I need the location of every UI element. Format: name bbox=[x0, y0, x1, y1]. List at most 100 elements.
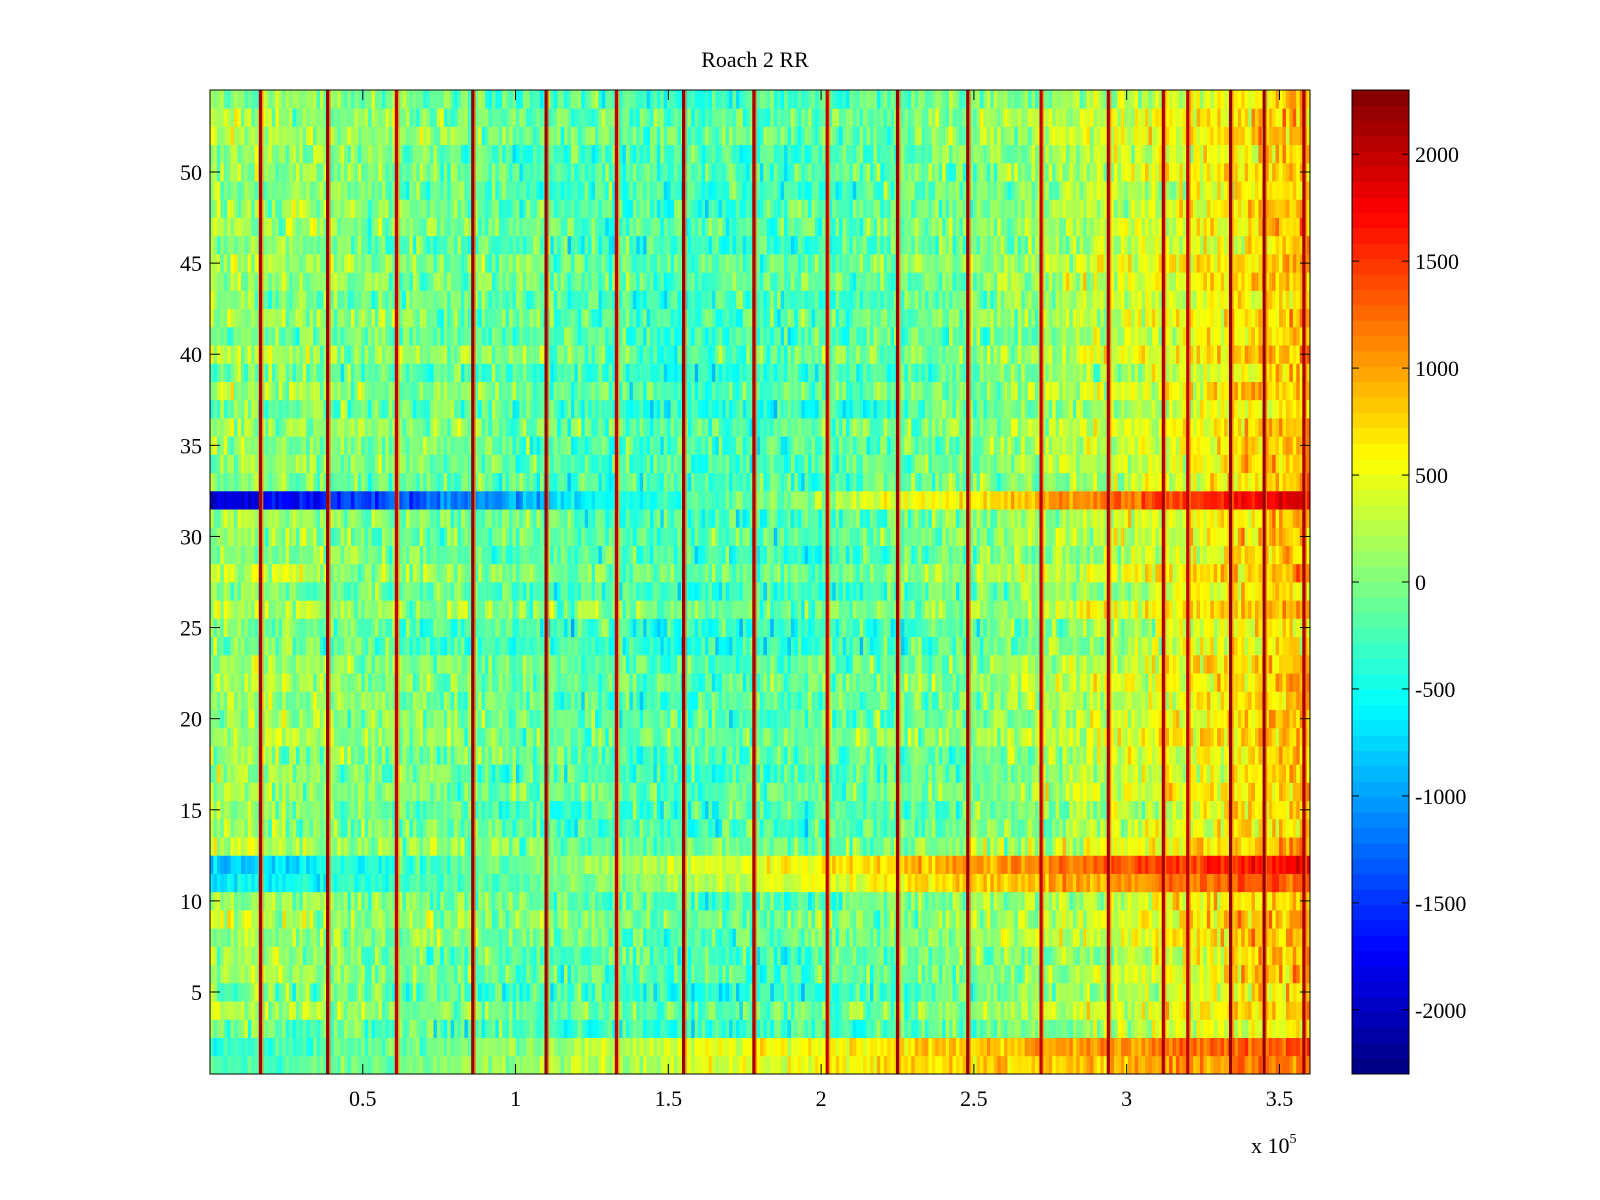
heatmap-cell bbox=[1299, 964, 1304, 984]
heatmap-cell bbox=[509, 873, 513, 893]
heatmap-cell bbox=[361, 910, 366, 929]
heatmap-cell bbox=[1014, 873, 1019, 893]
heatmap-cell bbox=[460, 891, 465, 911]
heatmap-cell bbox=[333, 982, 338, 1002]
heatmap-cell bbox=[227, 946, 232, 966]
heatmap-cell bbox=[344, 1055, 348, 1075]
heatmap-cell bbox=[1131, 946, 1136, 966]
heatmap-cell bbox=[935, 1019, 940, 1038]
heatmap-cell bbox=[299, 837, 304, 856]
heatmap-cell bbox=[344, 837, 348, 856]
heatmap-cell bbox=[1289, 818, 1294, 838]
heatmap-cell bbox=[347, 910, 352, 929]
heatmap-cell bbox=[1141, 1001, 1146, 1020]
heatmap-cell bbox=[797, 818, 802, 838]
heatmap-cell bbox=[509, 910, 513, 929]
heatmap-cell bbox=[797, 910, 802, 929]
heatmap-cell bbox=[1017, 910, 1022, 929]
heatmap-cell bbox=[540, 1019, 544, 1038]
heatmap-cell bbox=[883, 837, 888, 856]
heatmap-cell bbox=[502, 910, 507, 929]
heatmap-cell bbox=[509, 1001, 513, 1020]
heatmap-cell bbox=[485, 964, 489, 984]
heatmap-cell bbox=[512, 782, 517, 802]
heatmap-cell bbox=[1134, 873, 1139, 893]
heatmap-cell bbox=[1296, 837, 1301, 856]
heatmap-cell bbox=[605, 946, 610, 966]
heatmap-cell bbox=[347, 964, 352, 984]
heatmap-cell bbox=[378, 928, 383, 947]
heatmap-cell bbox=[749, 1019, 754, 1038]
heatmap-cell bbox=[766, 818, 771, 838]
heatmap-cell bbox=[1127, 964, 1132, 984]
heatmap-cell bbox=[306, 837, 311, 856]
heatmap-cell bbox=[1158, 982, 1163, 1002]
heatmap-cell bbox=[608, 1001, 613, 1020]
heatmap-cell bbox=[1138, 1019, 1142, 1038]
heatmap-cell bbox=[839, 910, 843, 929]
heatmap-cell bbox=[1196, 1037, 1201, 1057]
heatmap-cell bbox=[533, 946, 537, 966]
heatmap-cell bbox=[790, 1055, 795, 1075]
heatmap-cell bbox=[904, 855, 909, 874]
heatmap-cell bbox=[777, 964, 782, 984]
heatmap-cell bbox=[983, 964, 988, 984]
heatmap-cell bbox=[282, 1001, 287, 1020]
heatmap-cell bbox=[660, 1001, 665, 1020]
heatmap-cell bbox=[976, 800, 981, 820]
heatmap-cell bbox=[983, 1037, 988, 1057]
heatmap-cell bbox=[643, 928, 647, 947]
heatmap-cell bbox=[993, 946, 998, 966]
heatmap-cell bbox=[368, 982, 372, 1002]
heatmap-cell bbox=[735, 1037, 740, 1057]
heatmap-cell bbox=[1048, 910, 1053, 929]
heatmap-cell bbox=[1062, 873, 1067, 893]
heatmap-cell bbox=[735, 946, 740, 966]
heatmap-cell bbox=[412, 1001, 417, 1020]
heatmap-cell bbox=[302, 964, 307, 984]
heatmap-cell bbox=[1169, 818, 1173, 838]
heatmap-cell bbox=[1255, 818, 1259, 838]
heatmap-cell bbox=[306, 873, 311, 893]
heatmap-cell bbox=[1014, 1001, 1019, 1020]
heatmap-cell bbox=[1275, 928, 1280, 947]
heatmap-cell bbox=[598, 1055, 603, 1075]
heatmap-cell bbox=[815, 928, 819, 947]
heatmap-cell bbox=[378, 891, 383, 911]
heatmap-cell bbox=[1055, 1037, 1060, 1057]
heatmap-cell bbox=[863, 873, 867, 893]
heatmap-cell bbox=[729, 873, 733, 893]
heatmap-cell bbox=[460, 964, 465, 984]
heatmap-cell bbox=[526, 837, 531, 856]
heatmap-cell bbox=[1275, 910, 1280, 929]
heatmap-cell bbox=[866, 782, 871, 802]
heatmap-cell bbox=[687, 982, 692, 1002]
heatmap-cell bbox=[289, 910, 293, 929]
heatmap-cell bbox=[320, 982, 324, 1002]
heatmap-cell bbox=[725, 1055, 730, 1075]
heatmap-cell bbox=[784, 964, 788, 984]
heatmap-cell bbox=[402, 928, 407, 947]
heatmap-cell bbox=[495, 782, 500, 802]
heatmap-cell bbox=[268, 982, 273, 1002]
heatmap-cell bbox=[1292, 1055, 1297, 1075]
heatmap-cell bbox=[976, 1001, 981, 1020]
heatmap-cell bbox=[670, 946, 675, 966]
heatmap-cell bbox=[240, 1055, 245, 1075]
heatmap-cell bbox=[980, 1001, 984, 1020]
heatmap-cell bbox=[811, 928, 816, 947]
heatmap-cell bbox=[1182, 910, 1187, 929]
heatmap-cell bbox=[292, 928, 297, 947]
heatmap-cell bbox=[1138, 855, 1142, 874]
heatmap-cell bbox=[815, 1019, 819, 1038]
heatmap-cell bbox=[433, 928, 438, 947]
heatmap-cell bbox=[790, 873, 795, 893]
heatmap-cell bbox=[553, 964, 558, 984]
heatmap-cell bbox=[890, 1037, 895, 1057]
heatmap-cell bbox=[760, 946, 764, 966]
heatmap-cell bbox=[443, 1055, 448, 1075]
heatmap-cell bbox=[1155, 1001, 1160, 1020]
heatmap-cell bbox=[1165, 1001, 1170, 1020]
heatmap-cell bbox=[1065, 800, 1070, 820]
heatmap-cell bbox=[577, 1037, 582, 1057]
